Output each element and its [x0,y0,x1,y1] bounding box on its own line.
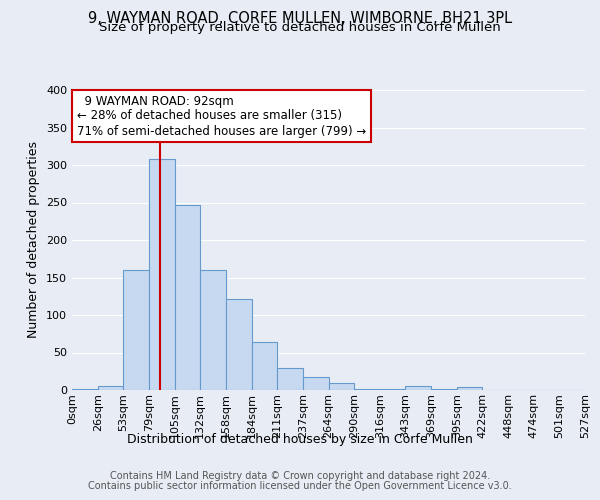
Text: Size of property relative to detached houses in Corfe Mullen: Size of property relative to detached ho… [99,22,501,35]
Bar [431,388,457,390]
Bar [124,270,149,390]
Text: 9 WAYMAN ROAD: 92sqm
← 28% of detached houses are smaller (315)
71% of semi-deta: 9 WAYMAN ROAD: 92sqm ← 28% of detached h… [77,94,367,138]
Text: Distribution of detached houses by size in Corfe Mullen: Distribution of detached houses by size … [127,432,473,446]
Bar [380,388,406,390]
Text: Contains public sector information licensed under the Open Government Licence v3: Contains public sector information licen… [88,481,512,491]
Bar [98,386,124,390]
Bar [303,376,329,390]
Bar [329,383,354,390]
Bar [354,388,380,390]
Bar [277,368,303,390]
Y-axis label: Number of detached properties: Number of detached properties [28,142,40,338]
Bar [406,386,431,390]
Text: Contains HM Land Registry data © Crown copyright and database right 2024.: Contains HM Land Registry data © Crown c… [110,471,490,481]
Bar [175,205,200,390]
Bar [72,388,98,390]
Bar [200,270,226,390]
Bar [457,387,482,390]
Bar [226,298,251,390]
Text: 9, WAYMAN ROAD, CORFE MULLEN, WIMBORNE, BH21 3PL: 9, WAYMAN ROAD, CORFE MULLEN, WIMBORNE, … [88,11,512,26]
Bar [149,159,175,390]
Bar [251,342,277,390]
